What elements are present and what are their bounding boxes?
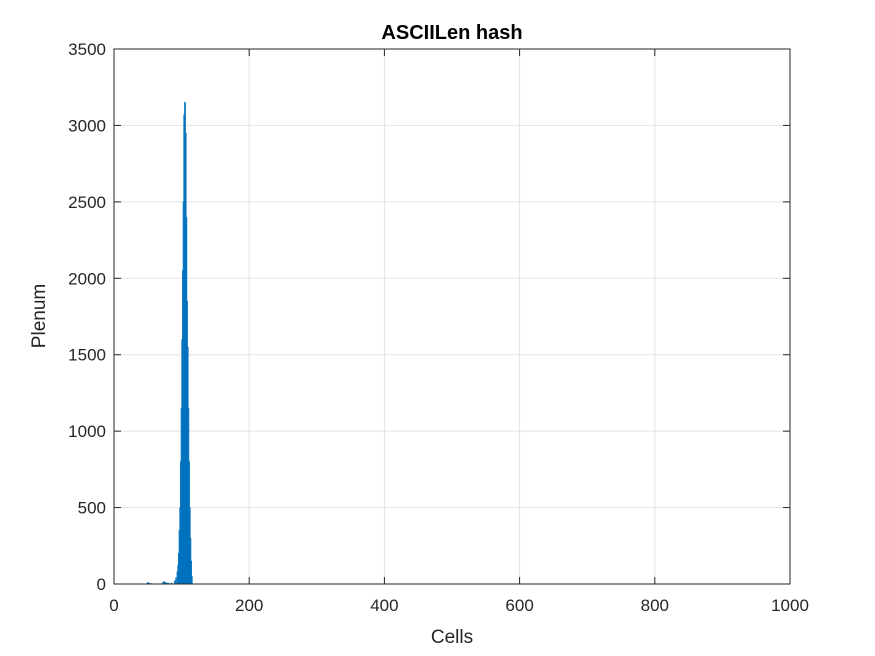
axis-ticks [113, 48, 791, 585]
chart-title: ASCIILen hash [381, 22, 522, 44]
y-tick-label: 3500 [68, 40, 106, 59]
x-tick-label: 600 [505, 596, 533, 615]
y-tick-label: 0 [97, 575, 106, 594]
x-tick-label: 200 [235, 596, 263, 615]
plot-frame [113, 48, 791, 585]
x-tick-labels: 0 200 400 600 800 1000 [109, 596, 809, 615]
histogram-bar [175, 577, 178, 585]
x-axis-label: Cells [431, 627, 473, 648]
x-tick-label: 1000 [771, 596, 809, 615]
x-tick-label: 800 [641, 596, 669, 615]
y-tick-label: 1000 [68, 422, 106, 441]
y-tick-label: 3000 [68, 116, 106, 135]
y-tick-label: 2000 [68, 269, 106, 288]
x-tick-label: 400 [370, 596, 398, 615]
grid-lines [114, 49, 790, 584]
y-tick-label: 1500 [68, 346, 106, 365]
histogram-bar [190, 576, 193, 585]
y-tick-label: 500 [78, 499, 106, 518]
y-tick-label: 2500 [68, 193, 106, 212]
y-axis-label: Plenum [29, 284, 50, 348]
y-tick-labels: 0 500 1000 1500 2000 2500 3000 3500 [68, 40, 106, 594]
x-tick-label: 0 [109, 596, 118, 615]
plot-area [114, 49, 790, 584]
